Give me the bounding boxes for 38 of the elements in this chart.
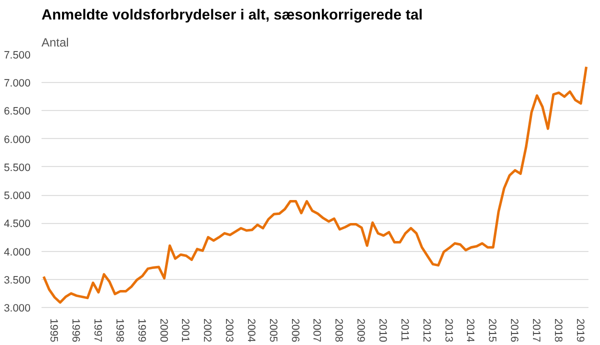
x-tick-label: 1996 — [70, 318, 82, 342]
y-axis-title: Antal — [42, 36, 69, 50]
y-tick-label: 6.000 — [4, 134, 31, 146]
x-tick-label: 2008 — [332, 318, 345, 342]
x-tick-label: 2016 — [508, 318, 520, 342]
x-tick-label: 2019 — [574, 318, 586, 342]
y-tick-label: 5.000 — [4, 190, 31, 202]
x-tick-label: 1999 — [135, 318, 148, 342]
x-tick-label: 2007 — [310, 318, 323, 342]
x-tick-label: 2009 — [354, 318, 367, 342]
x-tick-label: 2006 — [288, 318, 301, 342]
x-tick-label: 2015 — [486, 318, 498, 342]
x-tick-label: 2011 — [398, 318, 410, 342]
x-tick-label: 2000 — [157, 318, 170, 342]
y-tick-label: 3.000 — [4, 302, 31, 314]
x-tick-label: 1998 — [113, 318, 126, 342]
line-series — [42, 66, 588, 304]
chart-title: Anmeldte voldsforbrydelser i alt, sæsonkorrigerede tal — [42, 8, 423, 24]
y-tick-label: 6.500 — [4, 106, 31, 118]
x-tick-label: 2002 — [201, 318, 214, 342]
x-tick-label: 2012 — [420, 318, 432, 342]
x-tick-label: 1997 — [92, 318, 104, 342]
x-tick-label: 2018 — [552, 318, 564, 342]
y-tick-label: 5.500 — [4, 162, 31, 174]
x-tick-label: 2004 — [244, 318, 257, 342]
y-tick-label: 3.500 — [4, 274, 31, 286]
x-tick-label: 1995 — [48, 318, 60, 342]
x-tick-label: 2017 — [530, 318, 542, 342]
x-tick-label: 2010 — [376, 318, 389, 342]
x-tick-label: 2013 — [442, 318, 454, 342]
x-tick-label: 2003 — [223, 318, 236, 342]
y-tick-label: 4.500 — [4, 218, 31, 230]
y-tick-label: 4.000 — [4, 246, 31, 258]
x-tick-label: 2001 — [179, 318, 192, 342]
y-tick-label: 7.500 — [4, 50, 31, 62]
x-tick-label: 2005 — [266, 318, 279, 342]
x-tick-label: 2014 — [464, 318, 476, 342]
y-tick-label: 7.000 — [4, 78, 31, 90]
